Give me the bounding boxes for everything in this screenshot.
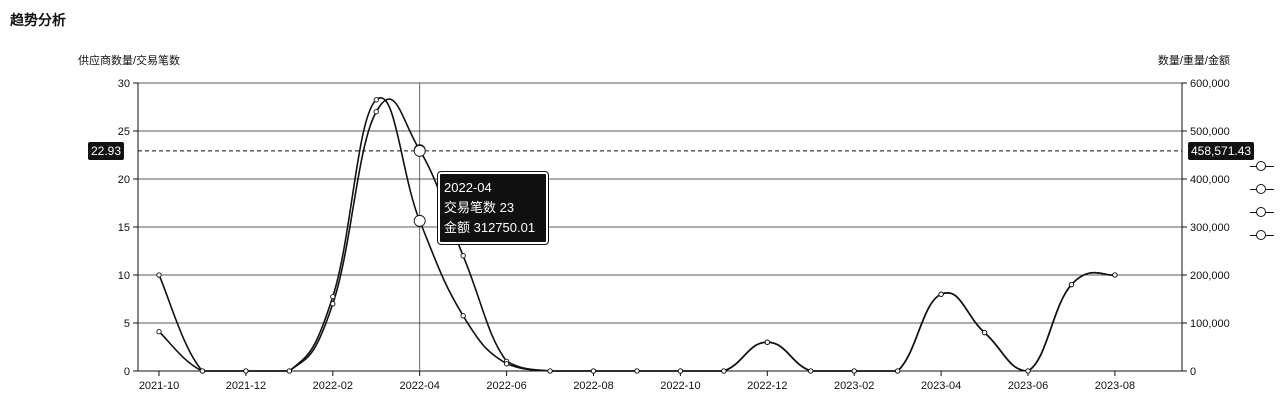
series-2-point[interactable] (199, 368, 206, 374)
x-tick-label: 2022-08 (573, 380, 613, 392)
data-points (156, 97, 1118, 374)
right-tick-label: 300,000 (1190, 222, 1230, 234)
x-tick-label: 2023-08 (1095, 380, 1135, 392)
series-2-point[interactable] (503, 361, 510, 367)
crosshair (138, 83, 1182, 371)
right-axis-ticks: 0 100,000 200,000 300,000 400,000 500,000 600,… (1182, 78, 1230, 378)
series-2-point[interactable] (547, 368, 553, 374)
tooltip: 2022-04 交易笔数 23 金额 312750.01 (437, 171, 549, 245)
series-2-point[interactable] (895, 368, 901, 374)
legend-item-2[interactable] (1250, 183, 1274, 195)
right-tick-label: 500,000 (1190, 126, 1230, 138)
series-1-point[interactable] (330, 301, 336, 307)
tooltip-title: 2022-04 (444, 180, 492, 195)
left-tick-label: 0 (124, 366, 130, 378)
series-2-point[interactable] (1112, 272, 1118, 278)
tooltip-line-amount: 金额 312750.01 (444, 220, 536, 235)
legend-item-4[interactable] (1250, 229, 1274, 241)
x-tick-label: 2023-02 (834, 380, 874, 392)
x-tick-label: 2022-10 (660, 380, 700, 392)
right-tick-label: 400,000 (1190, 174, 1230, 186)
left-tick-label: 30 (118, 78, 130, 90)
legend-marker-icon (1256, 230, 1266, 240)
x-tick-label: 2023-06 (1008, 380, 1048, 392)
series-line-2 (158, 96, 1116, 372)
right-tick-label: 600,000 (1190, 78, 1230, 90)
legend-item-3[interactable] (1250, 206, 1274, 218)
series-1-point[interactable] (460, 253, 466, 259)
series-2-point[interactable] (938, 291, 944, 297)
right-axis-title: 数量/重量/金额 (1158, 53, 1230, 67)
series-2-point[interactable] (156, 328, 162, 335)
x-tick-label: 2022-04 (400, 380, 440, 392)
left-tick-label: 10 (118, 270, 130, 282)
x-tick-label: 2021-12 (226, 380, 266, 392)
section-title: 趋势分析 (10, 12, 66, 28)
series-2-point[interactable] (721, 368, 727, 374)
series-2-point[interactable] (590, 368, 597, 374)
x-tick-label: 2022-02 (313, 380, 353, 392)
crosshair-marker (413, 144, 426, 157)
left-tick-label: 20 (118, 174, 130, 186)
crosshair-left-value: 22.93 (88, 142, 125, 160)
x-tick-label: 2022-12 (747, 380, 787, 392)
crosshair-right-value: 458,571.43 (1188, 142, 1255, 160)
right-tick-label: 200,000 (1190, 270, 1230, 282)
grid-lines (138, 82, 1182, 372)
x-tick-label: 2023-04 (921, 380, 961, 392)
x-axis-ticks: 2021-10 2021-12 2022-02 2022-04 2022-06 2022-… (139, 371, 1135, 392)
series-1-point[interactable] (156, 272, 162, 278)
legend-marker-icon (1256, 184, 1266, 194)
series-lines (158, 96, 1116, 372)
x-tick-label: 2021-10 (139, 380, 179, 392)
series-2-point[interactable] (981, 329, 988, 336)
series-2-point[interactable] (677, 368, 684, 374)
series-2-point[interactable] (808, 368, 814, 374)
series-line-1 (158, 98, 1116, 372)
series-2-point[interactable] (1068, 281, 1075, 288)
right-tick-label: 0 (1190, 366, 1196, 378)
series-2-point[interactable] (851, 368, 857, 374)
series-2-point[interactable] (764, 339, 770, 345)
right-tick-label: 100,000 (1190, 318, 1230, 330)
series-2-point[interactable] (330, 293, 336, 300)
series-2-point[interactable] (413, 214, 426, 227)
x-tick-label: 2022-06 (486, 380, 526, 392)
left-axis-ticks: 0 5 10 15 20 25 30 (118, 78, 138, 378)
series-2-point[interactable] (286, 368, 292, 374)
legend (1250, 160, 1274, 252)
series-2-point[interactable] (1025, 368, 1031, 374)
left-axis-title: 供应商数量/交易笔数 (78, 53, 180, 67)
legend-item-1[interactable] (1250, 160, 1274, 172)
tooltip-line-count: 交易笔数 23 (444, 200, 515, 215)
series-2-point[interactable] (460, 313, 466, 319)
series-2-point[interactable] (373, 97, 379, 103)
legend-marker-icon (1256, 161, 1266, 171)
series-1-point[interactable] (373, 109, 379, 115)
series-2-point[interactable] (634, 368, 640, 374)
legend-marker-icon (1256, 207, 1266, 217)
left-tick-label: 25 (118, 126, 130, 138)
left-tick-label: 5 (124, 318, 130, 330)
series-2-point[interactable] (243, 368, 249, 374)
left-tick-label: 15 (118, 222, 130, 234)
